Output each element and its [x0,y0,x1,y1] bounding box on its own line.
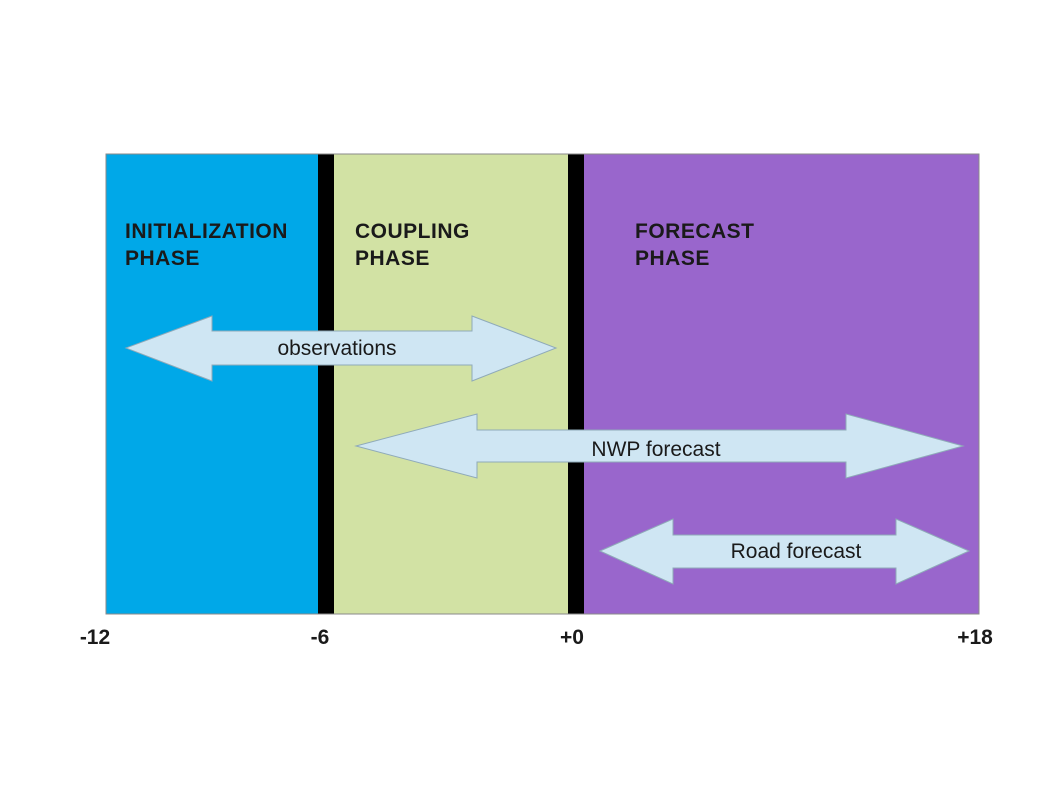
coupling-phase-line1: COUPLING [355,220,470,243]
road-forecast-arrow [598,518,971,585]
tick-label-plus-0: +0 [560,626,584,649]
initialization-phase-line2: PHASE [125,247,200,270]
initialization-phase-region [106,154,320,614]
forecast-phase-label: FORECAST PHASE [635,220,761,270]
coupling-phase-label: COUPLING PHASE [355,220,476,270]
forecast-phase-line2: PHASE [635,247,710,270]
divider-minus-6 [318,154,334,614]
forecast-phase-line1: FORECAST [635,220,755,243]
observations-arrow-label: observations [277,337,396,360]
coupling-phase-line2: PHASE [355,247,430,270]
tick-label-minus-12: -12 [80,626,110,649]
divider-plus-0 [568,154,584,614]
tick-label-minus-6: -6 [311,626,330,649]
road-forecast-arrow-label: Road forecast [731,540,862,563]
coupling-phase-region [320,154,570,614]
tick-label-plus-18: +18 [957,626,993,649]
nwp-forecast-arrow-label: NWP forecast [591,438,720,461]
diagram-border [105,153,980,615]
observations-arrow [124,315,558,382]
initialization-phase-line1: INITIALIZATION [125,220,288,243]
initialization-phase-label: INITIALIZATION PHASE [125,220,294,270]
nwp-forecast-arrow [354,413,965,479]
